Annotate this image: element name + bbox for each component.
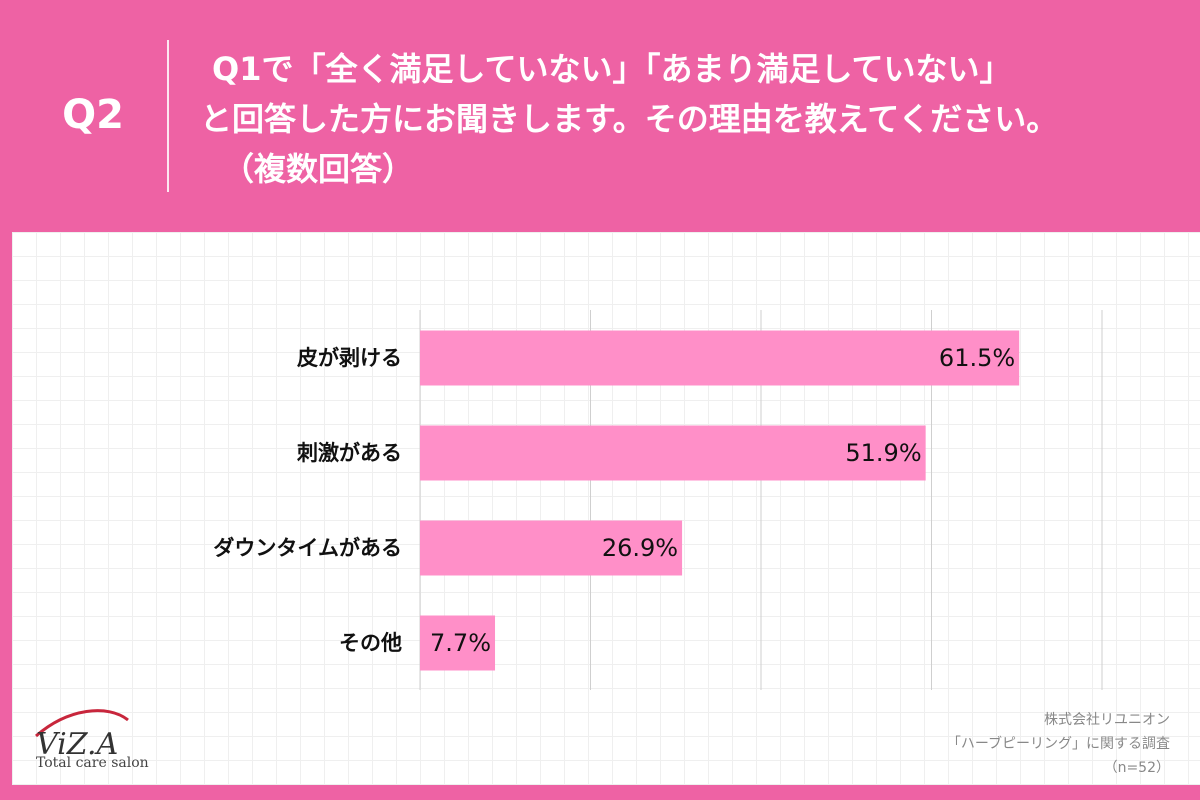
value-label-3: 7.7% [430, 629, 491, 657]
category-label-0: 皮が剥ける [297, 346, 402, 370]
bar-3 [420, 615, 496, 671]
question-line-3: （複数回答） [222, 150, 415, 188]
logo-tagline: Total care salon [36, 755, 149, 771]
brand-logo: ViZ.A Total care salon [28, 700, 158, 780]
bar-0 [420, 330, 1020, 386]
header-divider [167, 40, 169, 192]
category-label-2: ダウンタイムがある [213, 536, 402, 560]
question-header: Q2 Q1で「全く満足していない」「あまり満足していない」 と回答した方にお聞き… [0, 0, 1200, 232]
category-label-3: その他 [339, 631, 402, 655]
logo-mark: ViZ.A [35, 709, 129, 762]
chart-panel: 皮が剥ける 61.5% 刺激がある 51.9% ダウンタイムがある 26.9% その他 7.7… [12, 232, 1200, 785]
question-text: Q1で「全く満足していない」「あまり満足していない」 と回答した方にお聞きします… [200, 44, 1190, 194]
question-line-2: と回答した方にお聞きします。その理由を教えてください。 [200, 100, 1059, 138]
value-label-1: 51.9% [845, 439, 921, 467]
footer-survey: 「ハーブピーリング」に関する調査 [946, 736, 1170, 752]
footer-company: 株式会社リユニオン [1044, 712, 1170, 728]
bar-1 [420, 425, 926, 481]
logo-brand: ViZ.A [36, 727, 118, 762]
question-number: Q2 [62, 92, 124, 138]
category-label-1: 刺激がある [297, 441, 402, 465]
survey-footer: 株式会社リユニオン 「ハーブピーリング」に関する調査 （n=52） [750, 708, 1170, 780]
value-label-2: 26.9% [602, 534, 678, 562]
question-line-1: Q1で「全く満足していない」「あまり満足していない」 [212, 50, 1012, 88]
value-label-0: 61.5% [939, 344, 1015, 372]
bar-chart: 皮が剥ける 61.5% 刺激がある 51.9% ダウンタイムがある 26.9% その他 7.7… [213, 310, 1103, 690]
bar-2 [420, 520, 683, 576]
footer-sample-size: （n=52） [1103, 760, 1170, 776]
logo-swoosh [35, 709, 129, 738]
